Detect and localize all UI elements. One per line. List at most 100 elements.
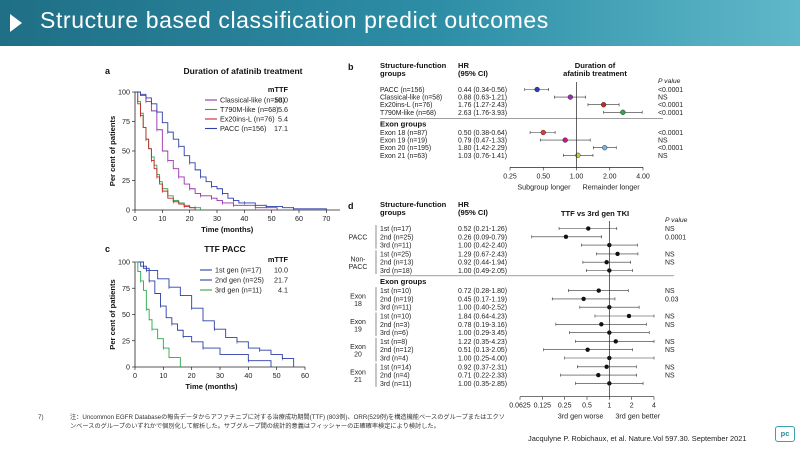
row-hr: 1.00 (0.35-2.85): [458, 381, 507, 388]
km-chart-ttf-pacc: c TTF PACC 0 25 50 75 100 0 10 20 30 40 50 60 Time (mo…: [105, 244, 309, 391]
group-label: Exon 20: [350, 344, 366, 359]
row-pvalue: NS: [658, 153, 668, 160]
row-pvalue: <0.0001: [658, 145, 683, 152]
forest-x-tick-label: 2: [630, 403, 634, 410]
row-pvalue: NS: [665, 339, 675, 346]
row-label: 1st (n=25): [380, 251, 411, 258]
group-label-line: Exon: [350, 344, 366, 351]
row-label: PACC (n=156): [380, 87, 425, 94]
panel-letter: a: [105, 66, 111, 76]
forest-x-tick-label: 4.00: [636, 173, 650, 180]
row-label: Exon 21 (n=63): [380, 153, 427, 160]
row-hr: 1.22 (0.35-4.23): [458, 339, 507, 346]
y-tick-label: 100: [118, 88, 130, 97]
km-curve-3: [135, 91, 327, 210]
group-label: Non-PACC: [349, 257, 368, 272]
column-header-hr-line: HR: [458, 200, 469, 209]
company-logo: pc: [775, 426, 795, 442]
forest-x-tick-label: 1.00: [570, 173, 584, 180]
y-tick-label: 0: [126, 206, 130, 215]
group-label-line: 18: [354, 301, 362, 308]
forest-plot-ttf-3rd-gen: d Structure-function groups HR (95% CI) TTF v…: [348, 200, 688, 421]
group-label-line: Exon: [350, 319, 366, 326]
group-label-line: PACC: [349, 234, 368, 241]
group-label-line: Exon: [350, 370, 366, 377]
hr-point: [563, 234, 569, 239]
legend-value: 4.1: [278, 286, 288, 295]
chart-title: Duration of afatinib treatment: [183, 66, 302, 76]
forest-x-tick-label: 0.50: [536, 173, 550, 180]
x-tick-label: 40: [240, 214, 248, 223]
y-tick-label: 25: [122, 176, 130, 185]
hr-point: [586, 226, 591, 231]
row-label: Classical-like (n=58): [380, 95, 442, 102]
row-pvalue: <0.0001: [658, 130, 683, 137]
y-tick-label: 50: [122, 147, 130, 156]
row-hr: 0.44 (0.34-0.56): [458, 87, 507, 94]
km-curve-1: [135, 261, 295, 367]
column-header-groups-line: groups: [380, 208, 406, 217]
row-hr: 1.29 (0.67-2.43): [458, 251, 507, 258]
km-curve-2: [135, 261, 181, 367]
y-tick-label: 0: [126, 363, 130, 372]
row-hr: 0.88 (0.63-1.21): [458, 95, 507, 102]
row-pvalue: NS: [665, 347, 675, 354]
row-hr: 0.72 (0.28-1.80): [458, 288, 507, 295]
column-header-groups-line: groups: [380, 69, 406, 78]
forest-x-tick-label: 0.25: [558, 403, 572, 410]
forest-plot-afatinib: b Structure-function groups HR (95% CI) Durat…: [348, 61, 683, 191]
row-hr: 0.71 (0.22-2.33): [458, 373, 507, 380]
row-label: 1st (n=10): [380, 314, 411, 321]
forest-title: TTF vs 3rd gen TKI: [561, 209, 629, 218]
legend-entry: PACC (n=156): [220, 124, 266, 133]
row-label: 2nd (n=13): [380, 260, 414, 267]
group-label-line: 19: [354, 326, 362, 333]
row-pvalue: NS: [665, 373, 675, 380]
column-header-groups: Structure-function groups: [380, 61, 447, 78]
row-pvalue: NS: [665, 314, 675, 321]
forest-x-tick-label: 0.25: [503, 173, 517, 180]
row-label: 3rd (n=11): [380, 381, 411, 388]
hr-point: [596, 372, 601, 378]
row-hr: 1.84 (0.64-4.23): [458, 314, 507, 321]
row-label: 1st (n=14): [380, 364, 411, 371]
column-header-groups-line: Structure-function: [380, 61, 447, 70]
column-header-hr: HR (95% CI): [458, 61, 488, 78]
row-hr: 1.00 (0.29-3.45): [458, 330, 507, 337]
hr-point: [604, 259, 609, 265]
slide-header: Structure based classification predict o…: [0, 0, 800, 46]
legend-header: mTTF: [268, 85, 289, 94]
column-header-hr-line: (95% CI): [458, 69, 488, 78]
column-header-hr-line: (95% CI): [458, 208, 488, 217]
forest-title: Duration of afatinib treatment: [563, 61, 627, 78]
group-label: Exon 21: [350, 370, 366, 385]
footnote: 注：Uncommon EGFR Databaseの報告データからアファチニブに対…: [70, 414, 505, 430]
row-hr: 0.92 (0.44-1.94): [458, 260, 507, 267]
row-pvalue: <0.0001: [658, 110, 683, 117]
row-label: 2nd (n=3): [380, 322, 410, 329]
km-chart-afatinib: a Duration of afatinib treatment 0 25 50 75 10…: [105, 66, 340, 234]
legend-entry: Ex20ins-L (n=76): [220, 115, 275, 124]
row-label: 3rd (n=4): [380, 356, 408, 363]
forest-x-tick-label: 4: [652, 403, 656, 410]
row-hr: 1.00 (0.42-2.40): [458, 243, 507, 250]
row-hr: 0.52 (0.21-1.26): [458, 226, 507, 233]
footnote-number: 7): [38, 414, 44, 421]
hr-point: [567, 94, 573, 100]
row-hr: 1.00 (0.49-2.05): [458, 268, 507, 275]
hr-point: [602, 145, 608, 151]
column-header-hr-line: HR: [458, 61, 469, 70]
pvalue-header: P value: [665, 217, 688, 224]
row-label: T790M-like (n=68): [380, 110, 436, 117]
forest-title-line: Duration of: [575, 61, 616, 70]
row-hr: 2.63 (1.76-3.93): [458, 110, 507, 117]
hr-point: [620, 109, 626, 115]
row-label: Exon 18 (n=87): [380, 130, 427, 137]
hr-point: [534, 86, 540, 93]
x-tick-label: 70: [322, 214, 330, 223]
row-hr: 0.92 (0.37-2.31): [458, 364, 507, 371]
row-hr: 0.78 (0.19-3.16): [458, 322, 507, 329]
hr-point: [626, 313, 632, 319]
x-tick-label: 30: [213, 214, 221, 223]
row-label: 3rd (n=18): [380, 268, 412, 275]
